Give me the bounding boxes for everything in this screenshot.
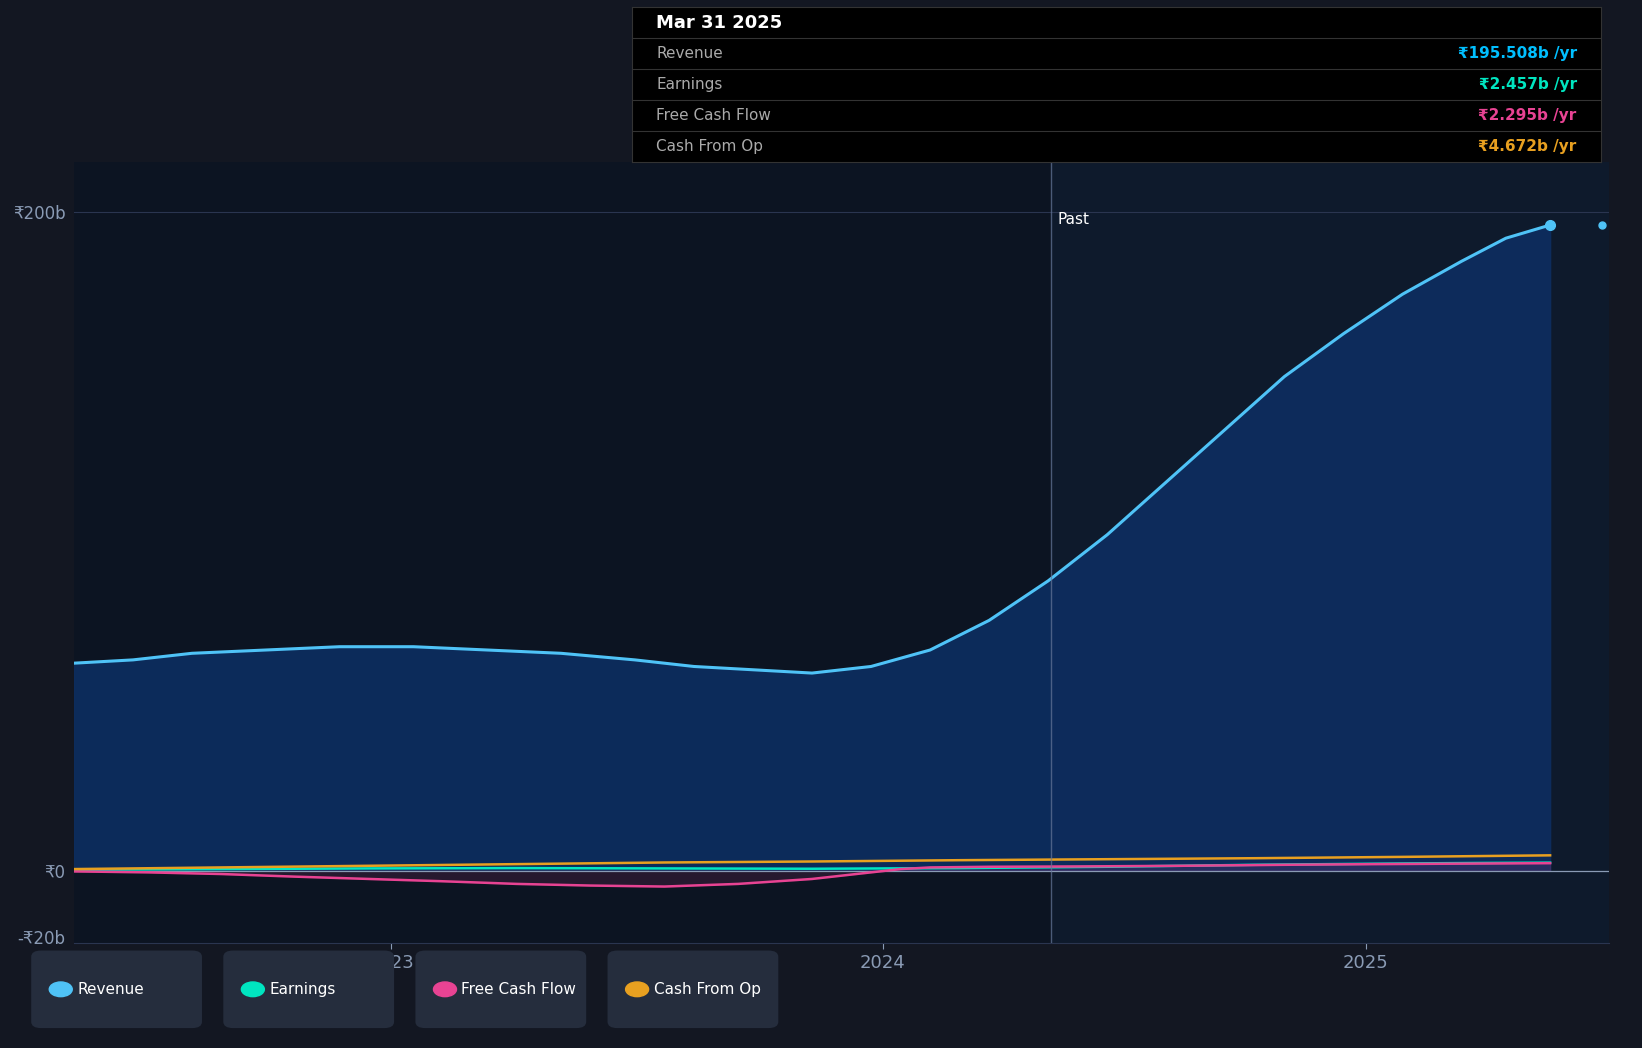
- Text: Mar 31 2025: Mar 31 2025: [657, 14, 783, 31]
- Text: Past: Past: [1057, 212, 1089, 226]
- Text: Earnings: Earnings: [657, 78, 722, 92]
- Text: Cash From Op: Cash From Op: [657, 139, 764, 154]
- Text: ₹2.457b /yr: ₹2.457b /yr: [1478, 78, 1576, 92]
- Text: Free Cash Flow: Free Cash Flow: [657, 108, 772, 124]
- Text: Cash From Op: Cash From Op: [654, 982, 760, 997]
- Text: ₹2.295b /yr: ₹2.295b /yr: [1478, 108, 1576, 124]
- Text: Earnings: Earnings: [269, 982, 335, 997]
- Text: ₹195.508b /yr: ₹195.508b /yr: [1458, 46, 1576, 62]
- Text: Revenue: Revenue: [657, 46, 722, 62]
- Text: Revenue: Revenue: [77, 982, 144, 997]
- Bar: [1051, 162, 1609, 943]
- Text: Free Cash Flow: Free Cash Flow: [461, 982, 576, 997]
- Text: ₹4.672b /yr: ₹4.672b /yr: [1478, 139, 1576, 154]
- Bar: [74, 162, 1051, 943]
